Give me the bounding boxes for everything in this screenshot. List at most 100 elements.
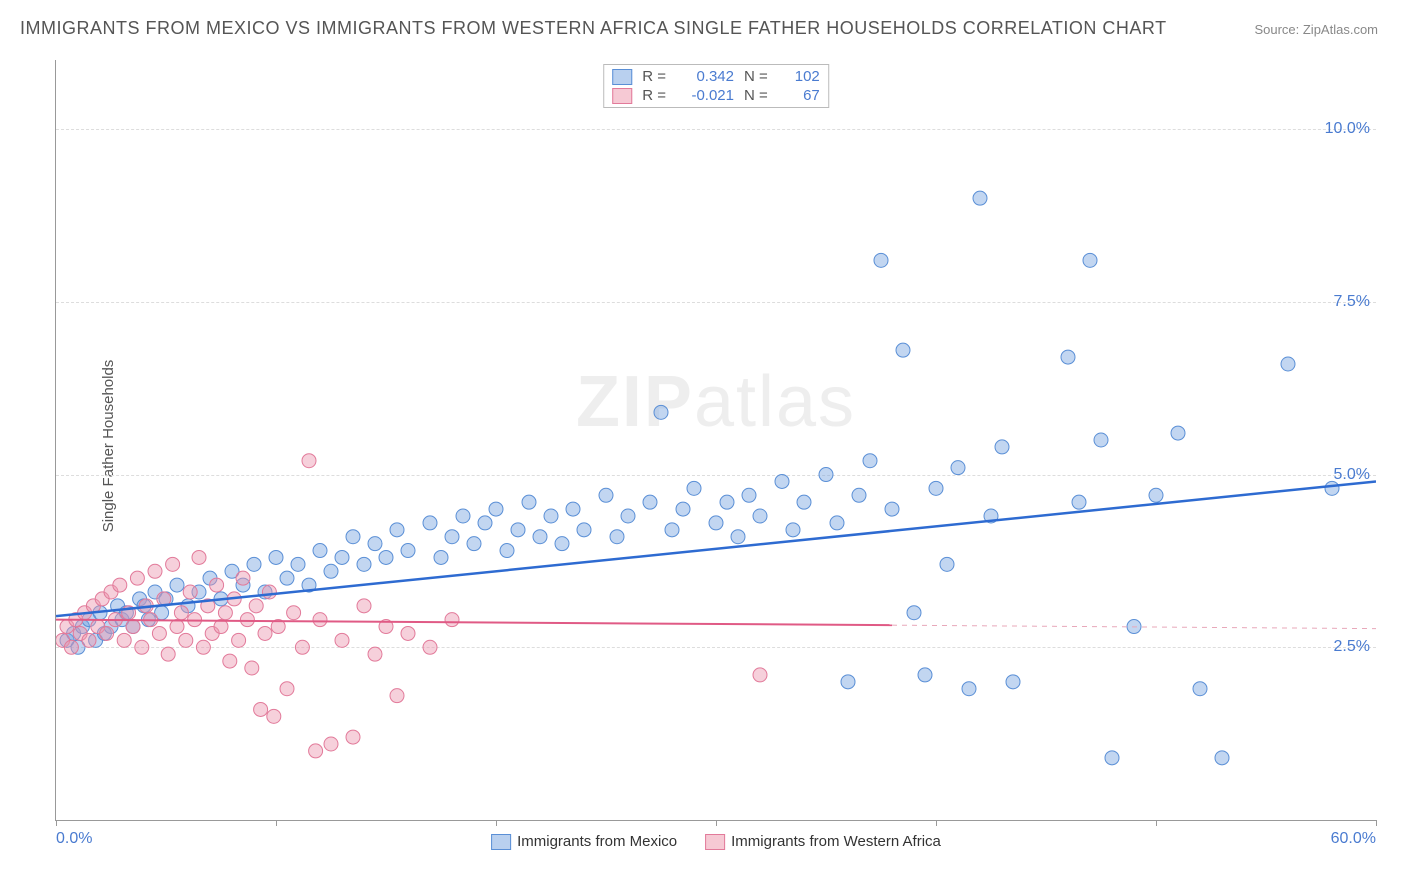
scatter-point-mexico	[929, 481, 943, 495]
scatter-point-mexico	[973, 191, 987, 205]
scatter-point-wafrica	[753, 668, 767, 682]
scatter-point-wafrica	[324, 737, 338, 751]
correlation-legend: R =0.342N =102R =-0.021N =67	[603, 64, 829, 108]
scatter-point-wafrica	[218, 606, 232, 620]
x-tick	[716, 820, 717, 826]
scatter-point-wafrica	[287, 606, 301, 620]
scatter-point-mexico	[1281, 357, 1295, 371]
scatter-point-wafrica	[313, 613, 327, 627]
scatter-point-mexico	[621, 509, 635, 523]
scatter-point-mexico	[291, 557, 305, 571]
scatter-point-wafrica	[390, 689, 404, 703]
scatter-point-mexico	[566, 502, 580, 516]
legend-label: Immigrants from Mexico	[517, 833, 677, 850]
scatter-point-wafrica	[346, 730, 360, 744]
scatter-point-wafrica	[249, 599, 263, 613]
scatter-point-wafrica	[192, 550, 206, 564]
scatter-point-mexico	[1105, 751, 1119, 765]
legend-swatch	[705, 834, 725, 850]
scatter-point-mexico	[401, 544, 415, 558]
scatter-point-mexico	[533, 530, 547, 544]
scatter-point-mexico	[742, 488, 756, 502]
legend-swatch	[612, 88, 632, 104]
x-tick	[276, 820, 277, 826]
scatter-point-mexico	[555, 537, 569, 551]
scatter-point-mexico	[269, 550, 283, 564]
r-value: 0.342	[676, 68, 734, 85]
scatter-point-wafrica	[295, 640, 309, 654]
scatter-point-mexico	[786, 523, 800, 537]
scatter-point-wafrica	[64, 640, 78, 654]
scatter-point-mexico	[500, 544, 514, 558]
plot-area: ZIPatlas R =0.342N =102R =-0.021N =67 0.…	[55, 60, 1376, 821]
scatter-point-mexico	[852, 488, 866, 502]
scatter-point-wafrica	[335, 633, 349, 647]
x-tick	[56, 820, 57, 826]
legend-bottom-item: Immigrants from Western Africa	[705, 833, 941, 850]
legend-top-row: R =-0.021N =67	[612, 86, 820, 105]
scatter-point-wafrica	[100, 626, 114, 640]
scatter-point-mexico	[863, 454, 877, 468]
scatter-point-wafrica	[135, 640, 149, 654]
legend-top-row: R =0.342N =102	[612, 67, 820, 86]
scatter-point-wafrica	[82, 633, 96, 647]
scatter-point-wafrica	[183, 585, 197, 599]
scatter-point-wafrica	[254, 702, 268, 716]
x-tick	[496, 820, 497, 826]
scatter-point-wafrica	[210, 578, 224, 592]
scatter-point-mexico	[775, 474, 789, 488]
scatter-point-wafrica	[357, 599, 371, 613]
source-label: Source: ZipAtlas.com	[1254, 22, 1378, 37]
scatter-point-wafrica	[258, 626, 272, 640]
x-axis-max-label: 60.0%	[1331, 830, 1376, 848]
legend-label: Immigrants from Western Africa	[731, 833, 941, 850]
n-label: N =	[744, 87, 768, 104]
n-label: N =	[744, 68, 768, 85]
scatter-point-wafrica	[423, 640, 437, 654]
scatter-point-wafrica	[166, 557, 180, 571]
x-tick	[936, 820, 937, 826]
scatter-point-mexico	[731, 530, 745, 544]
scatter-point-wafrica	[161, 647, 175, 661]
scatter-point-mexico	[940, 557, 954, 571]
scatter-point-mexico	[280, 571, 294, 585]
scatter-point-mexico	[357, 557, 371, 571]
scatter-point-mexico	[654, 405, 668, 419]
scatter-point-wafrica	[174, 606, 188, 620]
scatter-point-mexico	[951, 461, 965, 475]
scatter-point-wafrica	[309, 744, 323, 758]
legend-bottom-item: Immigrants from Mexico	[491, 833, 677, 850]
scatter-point-mexico	[170, 578, 184, 592]
scatter-point-wafrica	[152, 626, 166, 640]
scatter-point-mexico	[368, 537, 382, 551]
scatter-point-mexico	[687, 481, 701, 495]
scatter-point-mexico	[379, 550, 393, 564]
scatter-point-wafrica	[236, 571, 250, 585]
scatter-point-mexico	[720, 495, 734, 509]
scatter-point-mexico	[896, 343, 910, 357]
scatter-point-mexico	[511, 523, 525, 537]
scatter-point-mexico	[445, 530, 459, 544]
scatter-point-mexico	[665, 523, 679, 537]
scatter-point-mexico	[907, 606, 921, 620]
scatter-point-mexico	[324, 564, 338, 578]
scatter-point-wafrica	[445, 613, 459, 627]
chart-title: IMMIGRANTS FROM MEXICO VS IMMIGRANTS FRO…	[20, 18, 1167, 39]
trend-line-mexico	[56, 481, 1376, 616]
scatter-point-mexico	[874, 253, 888, 267]
x-tick	[1156, 820, 1157, 826]
scatter-point-wafrica	[179, 633, 193, 647]
scatter-point-mexico	[1094, 433, 1108, 447]
scatter-point-mexico	[676, 502, 690, 516]
scatter-point-mexico	[599, 488, 613, 502]
scatter-point-mexico	[962, 682, 976, 696]
scatter-point-mexico	[1325, 481, 1339, 495]
scatter-point-mexico	[489, 502, 503, 516]
scatter-point-mexico	[467, 537, 481, 551]
scatter-point-mexico	[346, 530, 360, 544]
scatter-point-wafrica	[401, 626, 415, 640]
scatter-point-wafrica	[170, 620, 184, 634]
scatter-point-wafrica	[280, 682, 294, 696]
scatter-point-mexico	[753, 509, 767, 523]
scatter-point-mexico	[1193, 682, 1207, 696]
